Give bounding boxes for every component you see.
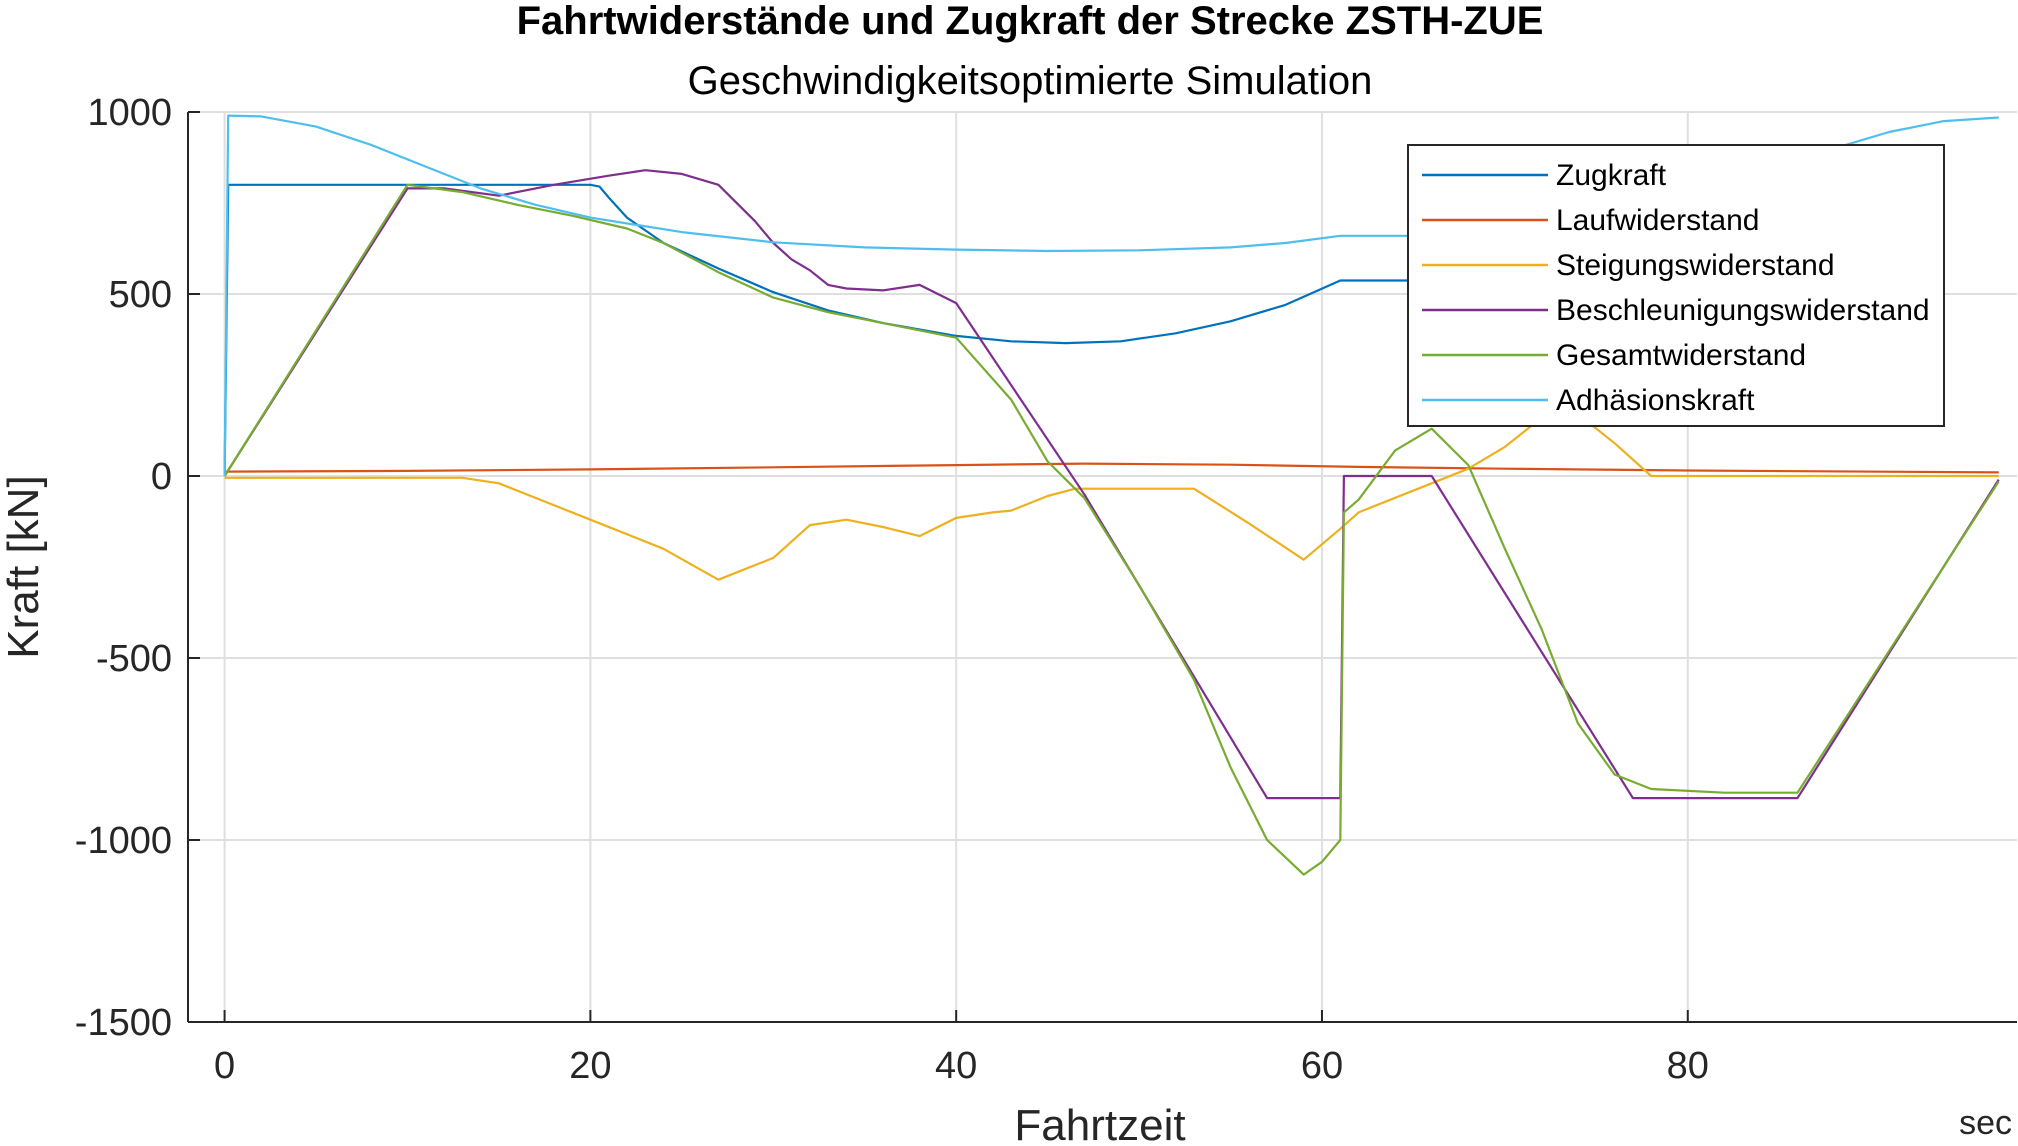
x-axis-unit: sec	[1959, 1104, 2012, 1142]
chart-title: Fahrtwiderstände und Zugkraft der Streck…	[517, 0, 1544, 43]
x-axis-label: Fahrtzeit	[1014, 1101, 1185, 1146]
y-tick-label: 500	[109, 274, 172, 316]
y-tick-label: 0	[151, 456, 172, 498]
x-tick-label: 40	[935, 1045, 977, 1087]
y-axis-label: Kraft [kN]	[0, 475, 48, 658]
legend-label: Laufwiderstand	[1556, 204, 1759, 237]
legend-box	[1407, 144, 1945, 427]
legend-label: Zugkraft	[1556, 159, 1667, 192]
legend-label: Beschleunigungswiderstand	[1556, 294, 1930, 327]
legend-label: Adhäsionskraft	[1556, 384, 1755, 417]
x-tick-label: 80	[1667, 1045, 1709, 1087]
axes: 0 20 40 60 80 1000 500 0 -500 -1000 -1500	[75, 92, 2017, 1087]
y-tick-label: -500	[96, 638, 172, 680]
y-tick-label: -1500	[75, 1002, 172, 1044]
legend-label: Steigungswiderstand	[1556, 249, 1835, 282]
y-tick-label: -1000	[75, 820, 172, 862]
legend-label: Gesamtwiderstand	[1556, 339, 1806, 372]
chart-subtitle: Geschwindigkeitsoptimierte Simulation	[688, 59, 1373, 103]
x-tick-label: 20	[569, 1045, 611, 1087]
legend: Zugkraft Laufwiderstand Steigungswiderstan…	[1407, 144, 1945, 427]
y-tick-label: 1000	[87, 92, 172, 134]
x-tick-label: 60	[1301, 1045, 1343, 1087]
series-line-1	[224, 462, 1999, 474]
series-line-4	[223, 183, 2000, 876]
x-tick-label: 0	[214, 1045, 235, 1087]
